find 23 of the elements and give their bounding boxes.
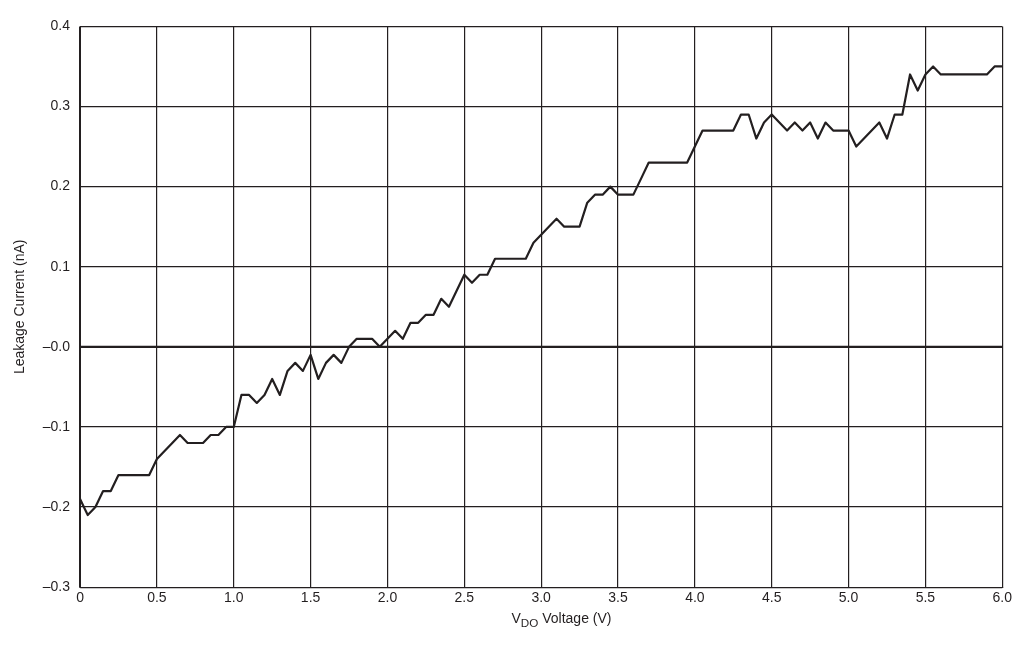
x-tick-label: 0: [76, 589, 85, 606]
x-tick-label: 5.5: [915, 589, 936, 606]
x-tick-label: 2.0: [377, 589, 398, 606]
x-tick-label: 3.5: [608, 589, 628, 606]
x-tick-label: 5.0: [838, 589, 859, 606]
y-tick-label: –0.2: [42, 497, 71, 514]
x-tick-label: 3.0: [531, 589, 552, 606]
y-tick-label: –0.1: [42, 417, 71, 434]
y-tick-label: 0.3: [50, 97, 71, 114]
x-tick-label: 1.0: [224, 589, 244, 606]
x-tick-label: 1.5: [300, 589, 321, 606]
y-tick-label: 0.4: [50, 17, 71, 34]
x-tick-label: 2.5: [454, 589, 475, 606]
x-tick-label: 4.5: [761, 589, 782, 606]
y-tick-label: –0.0: [42, 337, 71, 354]
y-tick-label: –0.3: [42, 578, 71, 595]
x-axis-title: V$_{DO}$ Voltage (V): [510, 610, 613, 629]
x-tick-label: 6.0: [992, 589, 1013, 606]
y-axis-title: Leakage Current (nA): [11, 239, 28, 375]
y-tick-label: 0.1: [50, 257, 71, 274]
x-tick-label: 0.5: [147, 589, 167, 606]
x-tick-label: 4.0: [685, 589, 705, 606]
y-tick-label: 0.2: [50, 177, 71, 194]
